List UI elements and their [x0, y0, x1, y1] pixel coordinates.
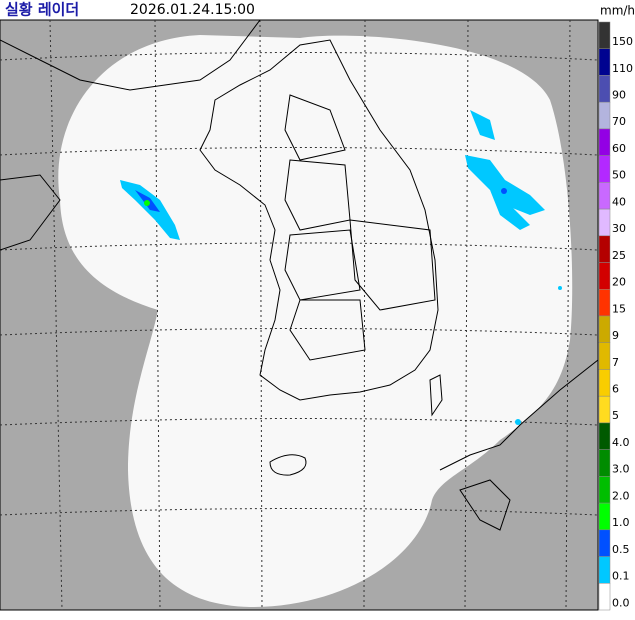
- legend-label: 110: [612, 62, 633, 75]
- unit-label: mm/h: [600, 4, 635, 18]
- legend-label: 1.0: [612, 516, 630, 529]
- legend-swatch: [598, 502, 611, 531]
- legend-label: 3.0: [612, 463, 630, 476]
- timestamp: 2026.01.24.15:00: [130, 2, 255, 18]
- legend-swatch: [598, 583, 611, 611]
- legend-swatch: [598, 75, 611, 103]
- legend-swatch: [598, 315, 611, 343]
- legend-swatch: [598, 369, 611, 397]
- legend-label: 30: [612, 222, 626, 235]
- legend-label: 0.5: [612, 543, 630, 556]
- legend-label: 2.0: [612, 489, 630, 502]
- legend-swatch: [598, 235, 611, 263]
- legend-swatch: [598, 182, 611, 210]
- legend-label: 60: [612, 142, 626, 155]
- legend-label: 15: [612, 302, 626, 315]
- legend-swatch: [598, 128, 611, 156]
- page-title: 실황 레이더: [5, 1, 79, 19]
- legend-swatch: [598, 529, 611, 557]
- legend-label: 5: [612, 409, 619, 422]
- legend-swatch: [598, 289, 611, 317]
- legend-label: 7: [612, 356, 619, 369]
- map: [0, 19, 599, 611]
- legend-swatch: [598, 476, 611, 504]
- graticule: [0, 19, 599, 611]
- legend-swatch: [598, 101, 611, 130]
- legend-label: 6: [612, 383, 619, 396]
- legend: 150 110 90 70 60 50 40 30 25 20 15 9 7 6 5 4.0 3.0 2.0 1.0…: [598, 21, 633, 611]
- rain-echoes: [120, 110, 562, 425]
- legend-swatch: [598, 48, 611, 76]
- legend-label: 40: [612, 195, 626, 208]
- legend-label: 70: [612, 115, 626, 128]
- radar-coverage: [58, 35, 573, 608]
- legend-swatch: [598, 21, 611, 49]
- legend-swatch: [598, 395, 611, 424]
- legend-swatch: [598, 449, 611, 477]
- legend-label: 9: [612, 329, 619, 342]
- legend-label: 90: [612, 89, 626, 102]
- legend-label: 20: [612, 276, 626, 289]
- legend-swatch: [598, 556, 611, 584]
- legend-swatch: [598, 342, 611, 370]
- legend-label: 25: [612, 249, 626, 262]
- legend-label: 0.1: [612, 570, 630, 583]
- legend-swatch: [598, 262, 611, 290]
- legend-swatch: [598, 422, 611, 450]
- legend-swatch: [598, 155, 611, 183]
- legend-label: 50: [612, 169, 626, 182]
- legend-label: 4.0: [612, 436, 630, 449]
- legend-label: 150: [612, 35, 633, 48]
- legend-swatch: [598, 208, 611, 237]
- coastlines: [0, 19, 599, 531]
- legend-label: 0.0: [612, 596, 630, 609]
